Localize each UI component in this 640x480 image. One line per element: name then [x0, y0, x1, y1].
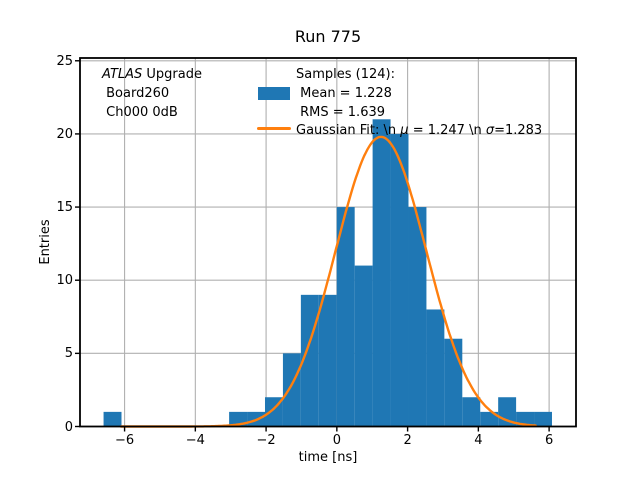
- histogram-bar: [480, 411, 499, 427]
- annotation-channel: Ch000 0dB: [102, 105, 178, 120]
- histogram-bar: [462, 397, 481, 427]
- histogram-bar: [354, 265, 373, 427]
- x-tick-label: 6: [544, 433, 554, 448]
- x-tick-label: 0: [332, 433, 341, 448]
- histogram-bar: [336, 207, 355, 427]
- math-symbol: μ: [400, 123, 409, 138]
- axes-frame: [79, 57, 577, 428]
- x-tick-label: 4: [474, 433, 483, 448]
- legend-gaussian-fit-label: Gaussian Fit: \n μ = 1.247 \n σ=1.283: [296, 121, 542, 140]
- histogram-bar: [372, 119, 391, 427]
- y-tick-label: 25: [56, 53, 73, 69]
- histogram-bar: [444, 338, 463, 427]
- y-tick-label: 5: [64, 346, 73, 362]
- legend-mean-value: Mean = 1.228: [296, 86, 392, 101]
- annotation-board: Board260: [102, 86, 170, 101]
- legend-histogram-swatch: [258, 87, 290, 100]
- x-tick-label: −2: [256, 433, 276, 448]
- histogram-bars: [103, 119, 552, 427]
- legend-rms-value: RMS = 1.639: [296, 105, 386, 120]
- legend-fit-line-swatch: [257, 127, 291, 130]
- annotation-upgrade: Upgrade: [142, 67, 202, 82]
- math-symbol: σ: [485, 123, 495, 138]
- tick-marks: [75, 60, 550, 432]
- annotation-experiment: ATLAS Upgrade: [102, 65, 202, 84]
- x-tick-label: −4: [185, 433, 205, 448]
- histogram-bar: [282, 353, 301, 427]
- histogram-bar: [390, 133, 409, 427]
- chart-title: Run 775: [294, 27, 362, 46]
- x-tick-label: −6: [114, 433, 135, 448]
- histogram-bar: [534, 411, 552, 427]
- y-tick-label: 0: [64, 419, 73, 435]
- annotation-atlas: ATLAS: [102, 67, 143, 82]
- legend-text-segment: = 1.247 \n: [408, 123, 486, 138]
- y-tick-label: 20: [56, 126, 73, 142]
- axes-spines: [79, 57, 577, 428]
- x-axis-label: time [ns]: [298, 450, 358, 465]
- histogram-bar: [103, 411, 122, 427]
- legend-samples-title: Samples (124):: [296, 67, 395, 82]
- x-tick-label: 2: [403, 433, 412, 448]
- legend-text-segment: Gaussian Fit: \n: [296, 123, 401, 138]
- histogram-bar: [318, 294, 337, 427]
- legend-text-segment: =1.283: [494, 123, 543, 138]
- y-tick-label: 10: [56, 273, 73, 289]
- y-tick-label: 15: [56, 200, 73, 216]
- histogram-bar: [408, 207, 427, 427]
- histogram-bar: [426, 309, 445, 427]
